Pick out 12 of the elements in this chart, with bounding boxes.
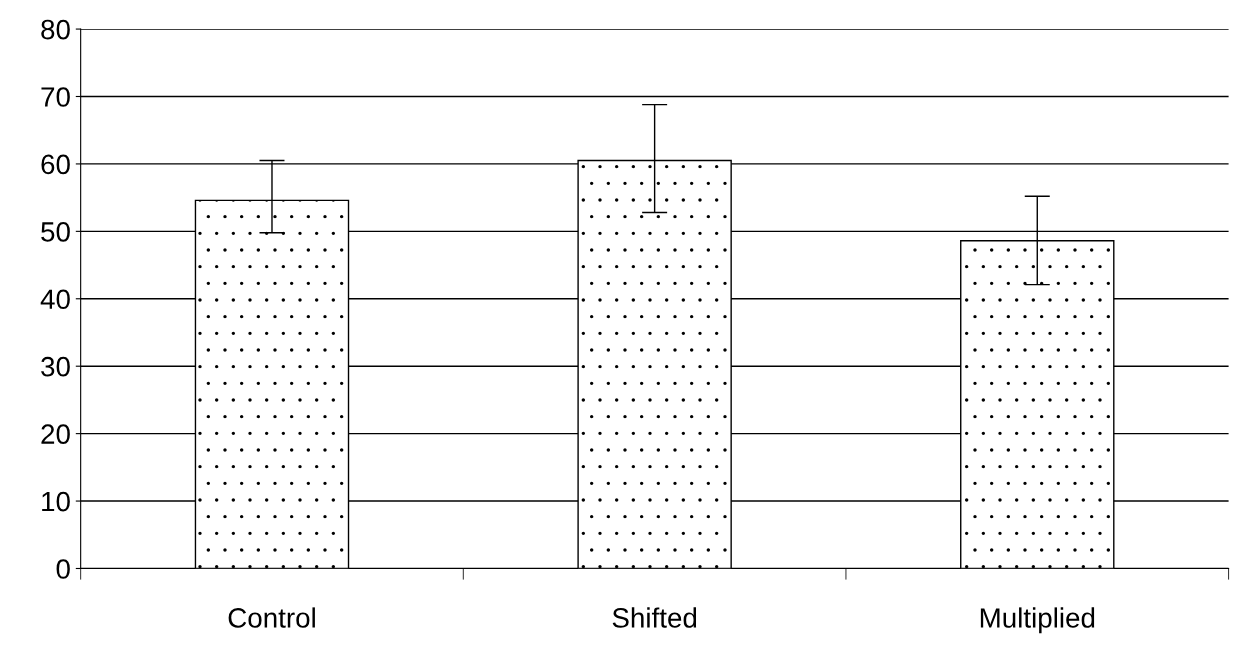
y-tick-label: 70 [41, 87, 70, 107]
x-tick-label: Shifted [612, 607, 697, 628]
y-tick-label: 40 [40, 289, 70, 310]
y-tick-label: 20 [41, 424, 70, 444]
x-tick-label: Multiplied [980, 607, 1095, 634]
x-tick-label: Control [228, 607, 315, 628]
y-tick-label: 80 [41, 19, 70, 40]
y-tick-label: 10 [42, 491, 70, 512]
y-tick-label: 30 [41, 356, 70, 377]
y-tick-label: 50 [41, 222, 70, 242]
y-tick-label: 0 [56, 559, 70, 579]
y-tick-label: 60 [41, 154, 70, 175]
